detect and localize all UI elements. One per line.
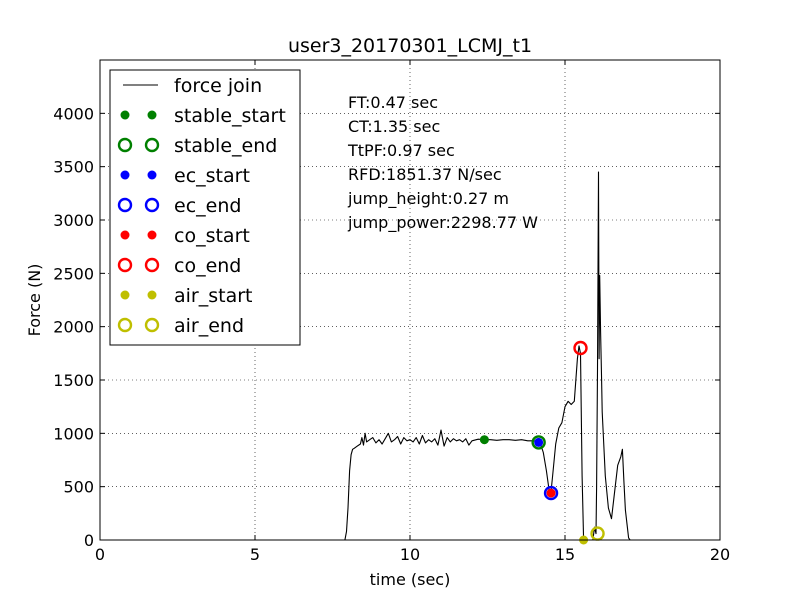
annotation-jump-power: jump_power:2298.77 W [347,213,538,233]
legend-label: co_start [174,225,250,247]
legend-entry-ec-start: ec_start [120,165,250,187]
x-tick-label: 5 [250,545,260,564]
marker-co-end [573,340,588,356]
annotation-ft: FT:0.47 sec [348,93,438,112]
legend-label: co_end [174,255,241,277]
marker-ec-end [543,485,559,501]
legend-entry-stable-end: stable_end [117,135,277,157]
legend-swatch [147,170,157,180]
annotation-ct: CT:1.35 sec [348,117,440,136]
legend-swatch [147,290,157,300]
legend-label: ec_end [174,195,241,217]
y-axis-label: Force (N) [25,264,44,337]
y-tick-label: 3000 [53,211,94,230]
legend-entry-air-end: air_end [117,315,244,337]
y-tick-label: 0 [84,531,94,550]
annotation-jump-height: jump_height:0.27 m [347,189,509,209]
legend-swatch [147,110,157,120]
legend-swatch [120,110,130,120]
x-tick-label: 0 [95,545,105,564]
markers [479,340,605,545]
legend-label: stable_start [174,105,286,127]
x-tick-label: 20 [710,545,730,564]
y-tick-label: 3500 [53,158,94,177]
legend-label: air_end [174,315,244,337]
legend-entry-ec-end: ec_end [117,195,241,217]
legend-label: ec_start [174,165,250,187]
marker-ec-start [534,437,544,447]
legend-label: air_start [174,285,253,307]
legend-label: stable_end [174,135,277,157]
y-tick-label: 1500 [53,371,94,390]
x-tick-label: 10 [400,545,420,564]
legend-swatch [120,170,130,180]
plot-frame [99,59,721,541]
x-tick-label: 15 [555,545,575,564]
marker-co-start [546,488,556,498]
legend-entry-co-end: co_end [117,255,241,277]
legend-entry-force join: force join [123,75,262,97]
legend-swatch [147,230,157,240]
legend: force join stable_start stable_end ec_start… [109,69,301,346]
chart-title: user3_20170301_LCMJ_t1 [288,35,532,57]
marker-stable-start [479,435,489,445]
legend-swatch [144,197,160,213]
legend-swatch [144,137,160,153]
legend-entry-air-start: air_start [120,285,253,307]
legend-swatch [120,290,130,300]
legend-entry-stable-start: stable_start [120,105,286,127]
legend-swatch [144,257,160,273]
annotation-rfd: RFD:1851.37 N/sec [348,165,502,184]
y-tick-label: 2000 [53,318,94,337]
legend-swatch [120,230,130,240]
legend-swatch [117,137,133,153]
legend-swatch [144,317,160,333]
annotations: FT:0.47 sec CT:1.35 sec TtPF:0.97 sec RF… [347,93,538,233]
x-axis-label: time (sec) [370,570,451,589]
series-line [100,171,720,541]
legend-swatch [117,197,133,213]
y-tick-label: 1000 [53,424,94,443]
annotation-ttpf: TtPF:0.97 sec [347,141,455,160]
y-tick-label: 4000 [53,104,94,123]
y-tick-label: 500 [63,478,94,497]
legend-label: force join [174,75,262,97]
legend-swatch [117,317,133,333]
force-join-line [100,171,720,541]
tick-labels: 0 5 10 15 20 0 500 1000 1500 2000 2500 3000 3500 4000 [53,104,730,564]
legend-entry-co-start: co_start [120,225,250,247]
legend-swatch [117,257,133,273]
y-tick-label: 2500 [53,264,94,283]
legend-frame [109,69,301,346]
marker-stable-end [531,435,546,450]
legend-entries: force join stable_start stable_end ec_start… [117,75,286,337]
